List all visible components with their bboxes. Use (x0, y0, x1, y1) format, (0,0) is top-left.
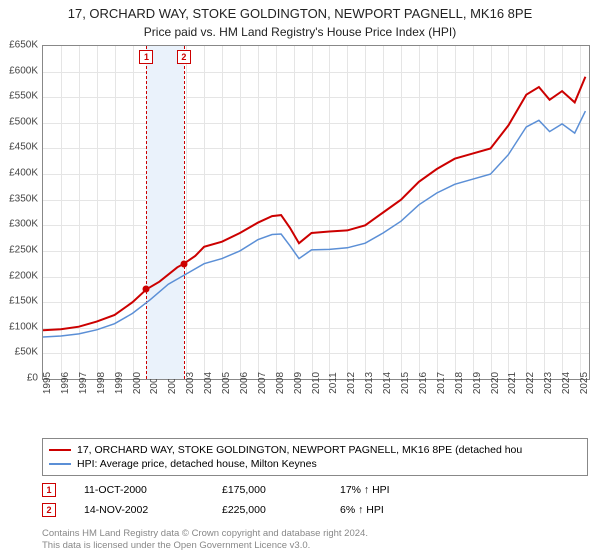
legend-swatch (49, 463, 71, 465)
legend-label: 17, ORCHARD WAY, STOKE GOLDINGTON, NEWPO… (77, 444, 522, 456)
line-series (43, 111, 585, 337)
legend-row: 17, ORCHARD WAY, STOKE GOLDINGTON, NEWPO… (49, 443, 581, 457)
y-tick-label: £400K (0, 168, 38, 179)
y-tick-label: £250K (0, 244, 38, 255)
event-marker-badge: 2 (42, 503, 56, 517)
attribution-line: This data is licensed under the Open Gov… (42, 540, 368, 552)
event-marker-badge: 1 (42, 483, 56, 497)
plot-region: 12 (42, 45, 590, 380)
y-tick-label: £550K (0, 91, 38, 102)
event-marker: 1 (139, 50, 153, 64)
event-dot (143, 286, 150, 293)
event-delta: 6% ↑ HPI (340, 504, 384, 516)
event-date: 11-OCT-2000 (84, 484, 194, 496)
y-tick-label: £600K (0, 65, 38, 76)
event-price: £175,000 (222, 484, 312, 496)
event-row: 2 14-NOV-2002 £225,000 6% ↑ HPI (42, 500, 588, 520)
y-tick-label: £300K (0, 219, 38, 230)
chart-title: 17, ORCHARD WAY, STOKE GOLDINGTON, NEWPO… (0, 0, 600, 23)
event-marker: 2 (177, 50, 191, 64)
attribution-line: Contains HM Land Registry data © Crown c… (42, 528, 368, 540)
legend-label: HPI: Average price, detached house, Milt… (77, 458, 317, 470)
event-dot (180, 260, 187, 267)
event-row: 1 11-OCT-2000 £175,000 17% ↑ HPI (42, 480, 588, 500)
legend: 17, ORCHARD WAY, STOKE GOLDINGTON, NEWPO… (42, 438, 588, 476)
y-tick-label: £450K (0, 142, 38, 153)
y-tick-label: £100K (0, 321, 38, 332)
event-delta: 17% ↑ HPI (340, 484, 390, 496)
line-series-layer (43, 46, 589, 379)
event-date: 14-NOV-2002 (84, 504, 194, 516)
y-tick-label: £500K (0, 116, 38, 127)
y-tick-label: £0 (0, 373, 38, 384)
chart-area: 12 £0£50K£100K£150K£200K£250K£300K£350K£… (42, 45, 590, 410)
y-tick-label: £650K (0, 40, 38, 51)
y-tick-label: £200K (0, 270, 38, 281)
event-table: 1 11-OCT-2000 £175,000 17% ↑ HPI 2 14-NOV-200… (42, 480, 588, 520)
y-tick-label: £150K (0, 296, 38, 307)
y-tick-label: £50K (0, 347, 38, 358)
line-series (43, 77, 585, 331)
chart-subtitle: Price paid vs. HM Land Registry's House … (0, 23, 600, 39)
y-tick-label: £350K (0, 193, 38, 204)
attribution: Contains HM Land Registry data © Crown c… (42, 528, 368, 552)
legend-row: HPI: Average price, detached house, Milt… (49, 457, 581, 471)
legend-swatch (49, 449, 71, 451)
event-price: £225,000 (222, 504, 312, 516)
